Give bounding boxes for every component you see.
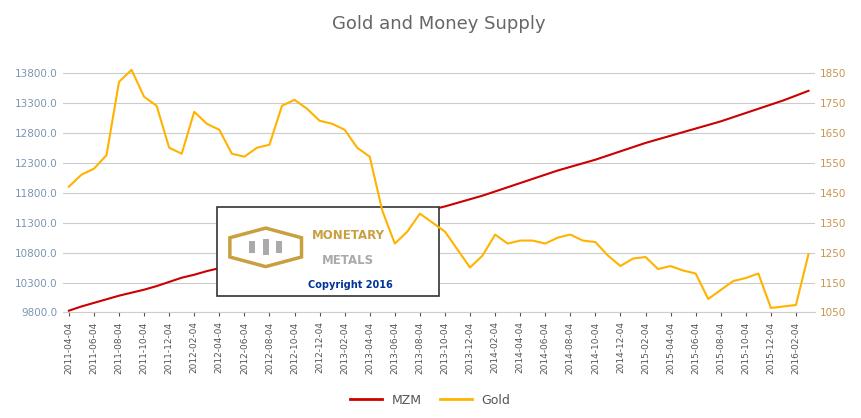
Text: MONETARY: MONETARY xyxy=(312,229,385,242)
Text: Copyright 2016: Copyright 2016 xyxy=(307,280,393,290)
Bar xyxy=(249,241,255,253)
Legend: MZM, Gold: MZM, Gold xyxy=(345,389,516,412)
Bar xyxy=(276,241,282,253)
FancyBboxPatch shape xyxy=(217,207,439,296)
Bar xyxy=(263,239,269,255)
Text: METALS: METALS xyxy=(322,254,375,267)
Title: Gold and Money Supply: Gold and Money Supply xyxy=(331,15,546,33)
